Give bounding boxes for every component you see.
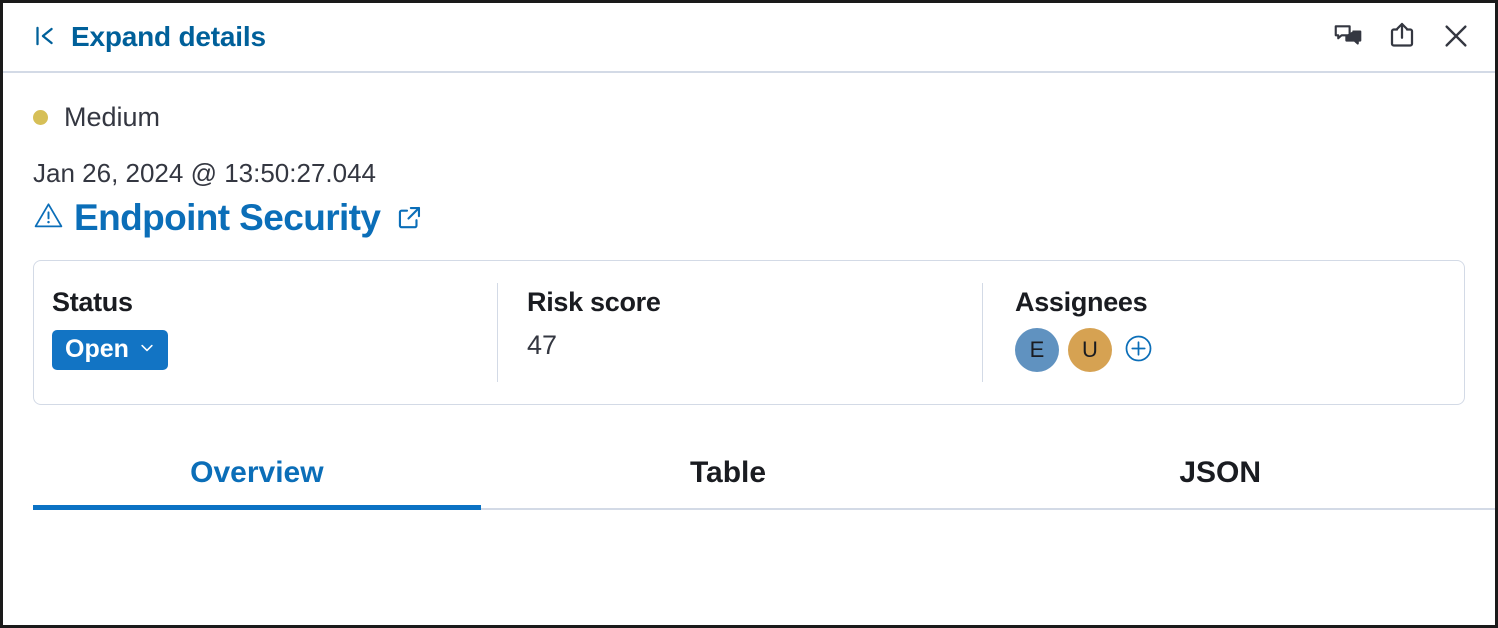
- severity-row: Medium: [33, 97, 1465, 137]
- alert-timestamp: Jan 26, 2024 @ 13:50:27.044: [33, 158, 377, 188]
- summary-cell-assignees: Assignees E U: [982, 261, 1312, 404]
- chevron-down-icon: [138, 337, 156, 362]
- add-assignee-button[interactable]: [1123, 333, 1154, 367]
- rule-title-row: Endpoint Security: [33, 196, 1465, 239]
- alert-summary-card: Status Open Risk score 47 Assignees: [33, 260, 1465, 406]
- severity-dot-icon: [33, 109, 48, 125]
- assignees-title: Assignees: [1015, 287, 1148, 318]
- assignee-avatar-list: E U: [1015, 328, 1312, 373]
- status-value: Open: [65, 335, 129, 364]
- status-title: Status: [52, 287, 133, 318]
- flyout-header: Expand details: [3, 3, 1495, 73]
- collapse-to-left-icon: [31, 23, 57, 52]
- expand-details-label: Expand details: [71, 21, 266, 52]
- risk-score-value: 47: [527, 330, 558, 361]
- warning-triangle-icon: [33, 200, 64, 236]
- flyout-body: Medium Jan 26, 2024 @ 13:50:27.044 Endpo…: [3, 73, 1495, 511]
- share-button[interactable]: [1385, 20, 1419, 54]
- status-dropdown-button[interactable]: Open: [52, 330, 168, 371]
- avatar[interactable]: E: [1015, 328, 1059, 373]
- summary-cell-risk: Risk score 47: [497, 261, 982, 404]
- close-button[interactable]: [1439, 20, 1473, 54]
- circle-plus-icon: [1123, 333, 1154, 367]
- rule-name: Endpoint Security: [74, 196, 381, 238]
- severity-label: Medium: [64, 101, 161, 132]
- expand-details-button[interactable]: Expand details: [31, 23, 266, 52]
- comments-button[interactable]: [1331, 20, 1365, 54]
- avatar[interactable]: U: [1068, 328, 1112, 373]
- risk-score-title: Risk score: [527, 287, 661, 318]
- share-icon: [1387, 21, 1417, 54]
- tab-json[interactable]: JSON: [975, 435, 1465, 510]
- close-icon: [1441, 21, 1471, 54]
- summary-cell-status: Status Open: [34, 261, 497, 404]
- header-actions: [1331, 20, 1473, 54]
- tab-table[interactable]: Table: [481, 435, 976, 510]
- external-link-icon[interactable]: [396, 204, 423, 236]
- details-tab-bar: Overview Table JSON: [33, 435, 1495, 511]
- comments-icon: [1333, 21, 1363, 54]
- tab-overview[interactable]: Overview: [33, 435, 481, 511]
